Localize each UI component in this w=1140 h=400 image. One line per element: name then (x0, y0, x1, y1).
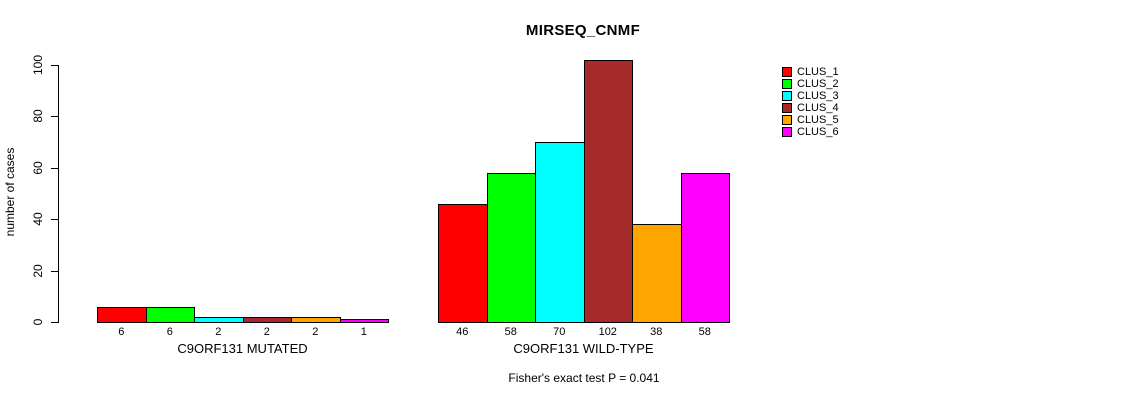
y-tick-mark (51, 65, 58, 66)
bar-value-label: 38 (650, 326, 663, 338)
bar-value-label: 6 (118, 326, 125, 338)
bar-value-label: 2 (312, 326, 319, 338)
legend-label: CLUS_5 (797, 114, 839, 126)
legend-swatch-clus_3 (782, 91, 792, 101)
group-label: C9ORF131 MUTATED (177, 341, 308, 356)
y-tick-mark (51, 322, 58, 323)
bar-clus_1 (438, 203, 488, 323)
y-tick-label: 80 (31, 109, 45, 124)
y-tick-label: 60 (31, 161, 45, 175)
bar-value-label: 70 (553, 326, 566, 338)
legend-item: CLUS_1 (782, 66, 839, 78)
group-label: C9ORF131 WILD-TYPE (513, 341, 654, 356)
bar-clus_2 (486, 172, 536, 323)
legend: CLUS_1 CLUS_2 CLUS_3 CLUS_4 CLUS_5 CLUS_6 (782, 66, 839, 138)
bar-clus_5 (632, 224, 682, 323)
legend-label: CLUS_1 (797, 66, 839, 78)
legend-item: CLUS_6 (782, 126, 839, 138)
bar-value-label: 46 (456, 326, 469, 338)
bar-value-label: 1 (360, 326, 367, 338)
bar-clus_3 (535, 142, 585, 323)
legend-label: CLUS_4 (797, 102, 839, 114)
legend-swatch-clus_6 (782, 127, 792, 137)
bar-clus_4 (583, 59, 633, 323)
legend-item: CLUS_3 (782, 90, 839, 102)
legend-item: CLUS_2 (782, 78, 839, 90)
legend-swatch-clus_2 (782, 79, 792, 89)
bar-clus_5 (291, 316, 341, 323)
y-tick-label: 100 (31, 54, 45, 76)
y-tick-label: 20 (31, 263, 45, 278)
bar-clus_3 (194, 316, 244, 323)
footer-annotation: Fisher's exact test P = 0.041 (508, 371, 660, 385)
bar-value-label: 2 (263, 326, 270, 338)
y-tick-mark (51, 116, 58, 118)
bar-value-label: 6 (166, 326, 173, 338)
bar-value-label: 2 (215, 326, 222, 338)
bar-clus_6 (680, 172, 730, 323)
legend-label: CLUS_2 (797, 78, 839, 90)
y-tick-mark (51, 270, 58, 272)
bar-value-label: 102 (598, 326, 617, 338)
bar-clus_6 (339, 319, 389, 323)
legend-swatch-clus_1 (782, 67, 792, 77)
bar-value-label: 58 (504, 326, 517, 338)
bar-clus_4 (242, 316, 292, 323)
legend-label: CLUS_3 (797, 90, 839, 102)
bar-value-label: 58 (698, 326, 711, 338)
y-axis-line (58, 65, 59, 323)
y-axis-title: number of cases (3, 147, 17, 237)
legend-item: CLUS_4 (782, 102, 839, 114)
y-tick-label: 40 (31, 212, 45, 226)
chart-title: MIRSEQ_CNMF (525, 22, 641, 39)
legend-swatch-clus_5 (782, 115, 792, 125)
bar-clus_1 (97, 306, 147, 323)
legend-label: CLUS_6 (797, 126, 839, 138)
legend-item: CLUS_5 (782, 114, 839, 126)
bar-clus_2 (145, 306, 195, 323)
y-tick-mark (51, 219, 58, 221)
y-tick-mark (51, 167, 58, 169)
y-tick-label: 0 (31, 318, 45, 326)
legend-swatch-clus_4 (782, 103, 792, 113)
